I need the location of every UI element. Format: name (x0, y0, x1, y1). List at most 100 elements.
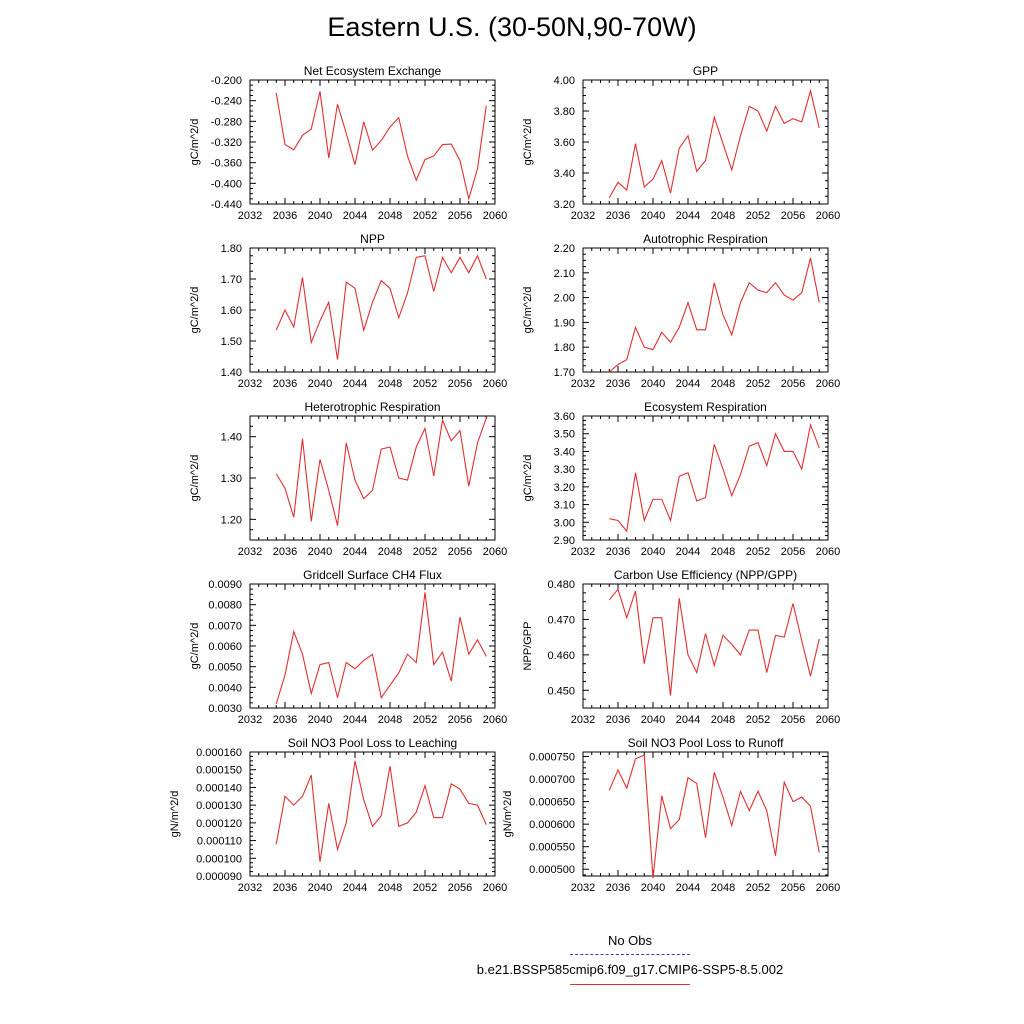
y-tick-label: 0.000100 (196, 853, 242, 865)
chart-panel: Ecosystem Respiration 2032 2036 2040 2044 204… (522, 400, 840, 558)
y-tick-label: -0.200 (211, 75, 242, 87)
y-tick-label: 3.30 (554, 464, 575, 476)
y-axis-label: gC/m^2/d (189, 455, 201, 502)
y-tick-label: 0.470 (547, 614, 575, 626)
y-tick-label: 0.480 (547, 579, 575, 591)
x-tick-label: 2060 (483, 714, 507, 726)
x-tick-label: 2036 (273, 378, 297, 390)
chart-panel: GPP 2032 2036 2040 2044 2048 2052 2056 2060 4.00 3… (522, 64, 840, 222)
y-tick-label: 2.10 (554, 268, 575, 280)
y-tick-label: 3.40 (554, 446, 575, 458)
y-tick-label: 0.000110 (197, 836, 242, 848)
plot-frame (582, 583, 829, 709)
y-tick-label: 0.000120 (196, 818, 242, 830)
y-tick-label: 0.000700 (529, 774, 575, 786)
x-tick-label: 2040 (641, 714, 665, 726)
chart-title: Autotrophic Respiration (643, 232, 768, 246)
y-tick-label: 0.000550 (529, 842, 575, 854)
x-tick-label: 2036 (606, 714, 630, 726)
chart-panel: Heterotrophic Respiration 2032 2036 2040 204… (189, 400, 507, 558)
x-tick-label: 2040 (308, 546, 332, 558)
y-tick-label: 3.40 (554, 168, 575, 180)
x-tick-label: 2044 (343, 378, 367, 390)
y-tick-label: 0.000090 (196, 871, 242, 883)
x-tick-label: 2036 (606, 546, 630, 558)
legend-run-label: b.e21.BSSP585cmip6.f09_g17.CMIP6-SSP5-8.… (476, 962, 784, 977)
x-tick-label: 2036 (606, 882, 630, 894)
y-tick-label: 1.90 (554, 317, 575, 329)
y-tick-label: 0.000140 (196, 782, 242, 794)
x-tick-label: 2048 (711, 882, 735, 894)
x-tick-label: 2052 (413, 546, 437, 558)
plot-frame (249, 583, 496, 709)
page-title: Eastern U.S. (30-50N,90-70W) (327, 12, 697, 42)
series-line (275, 417, 487, 526)
y-tick-label: 0.000600 (529, 819, 575, 831)
x-tick-label: 2036 (273, 882, 297, 894)
y-tick-label: 0.0060 (208, 641, 242, 653)
x-tick-label: 2052 (413, 714, 437, 726)
x-tick-label: 2044 (343, 546, 367, 558)
x-tick-label: 2060 (483, 882, 507, 894)
y-tick-label: 3.60 (554, 137, 575, 149)
x-tick-label: 2052 (413, 882, 437, 894)
y-tick-label: 0.0040 (208, 682, 242, 694)
y-tick-label: 1.40 (221, 367, 242, 379)
x-tick-label: 2048 (378, 714, 402, 726)
x-tick-label: 2044 (676, 210, 700, 222)
series-line (608, 588, 820, 696)
y-tick-label: 1.60 (221, 305, 242, 317)
x-tick-label: 2060 (483, 378, 507, 390)
x-tick-label: 2060 (816, 210, 840, 222)
y-axis-label: gN/m^2/d (502, 791, 514, 838)
series-line (609, 422, 820, 533)
x-tick-label: 2056 (781, 378, 805, 390)
plot-frame (582, 247, 829, 373)
plot-frame (249, 751, 496, 877)
x-tick-label: 2052 (746, 378, 770, 390)
series-line (608, 754, 820, 879)
x-tick-label: 2032 (238, 378, 262, 390)
y-tick-label: 3.60 (554, 411, 575, 423)
x-tick-label: 2044 (343, 882, 367, 894)
x-tick-label: 2040 (308, 210, 332, 222)
x-tick-label: 2056 (781, 714, 805, 726)
y-tick-label: 1.80 (554, 342, 575, 354)
x-tick-label: 2044 (676, 714, 700, 726)
x-tick-label: 2036 (606, 210, 630, 222)
x-tick-label: 2036 (273, 714, 297, 726)
x-tick-label: 2048 (378, 882, 402, 894)
y-axis-label: gC/m^2/d (522, 119, 534, 166)
legend-obs-line (570, 954, 690, 955)
x-tick-label: 2036 (273, 546, 297, 558)
chart-panel: Net Ecosystem Exchange 2032 2036 2040 2044 20… (189, 64, 507, 222)
x-tick-label: 2040 (641, 210, 665, 222)
chart-title: Carbon Use Efficiency (NPP/GPP) (614, 568, 797, 582)
x-tick-label: 2044 (343, 714, 367, 726)
y-tick-label: -0.280 (211, 116, 242, 128)
x-tick-label: 2040 (641, 546, 665, 558)
y-tick-label: 0.0070 (208, 620, 242, 632)
y-tick-label: -0.400 (211, 178, 242, 190)
y-tick-label: 0.0030 (208, 703, 242, 715)
y-tick-label: 0.0080 (208, 600, 242, 612)
plot-frame (582, 751, 829, 877)
y-tick-label: 0.0050 (208, 662, 242, 674)
y-tick-label: 0.0090 (208, 579, 242, 591)
x-tick-label: 2048 (711, 546, 735, 558)
x-tick-label: 2056 (781, 546, 805, 558)
x-tick-label: 2032 (238, 714, 262, 726)
y-axis-label: gC/m^2/d (189, 623, 201, 670)
x-tick-label: 2052 (746, 546, 770, 558)
y-tick-label: 0.000150 (196, 765, 242, 777)
x-tick-label: 2060 (816, 714, 840, 726)
chart-panel: Gridcell Surface CH4 Flux 2032 2036 2040 204… (189, 568, 507, 726)
y-axis-label: gC/m^2/d (189, 287, 201, 334)
y-tick-label: 1.70 (554, 367, 575, 379)
chart-panel: Soil NO3 Pool Loss to Runoff 2032 2036 2040… (502, 736, 840, 894)
y-tick-label: 0.000160 (196, 747, 242, 759)
chart-panel: Soil NO3 Pool Loss to Leaching 2032 2036 20… (169, 736, 507, 894)
x-tick-label: 2056 (448, 378, 472, 390)
x-tick-label: 2052 (413, 210, 437, 222)
x-tick-label: 2056 (781, 210, 805, 222)
